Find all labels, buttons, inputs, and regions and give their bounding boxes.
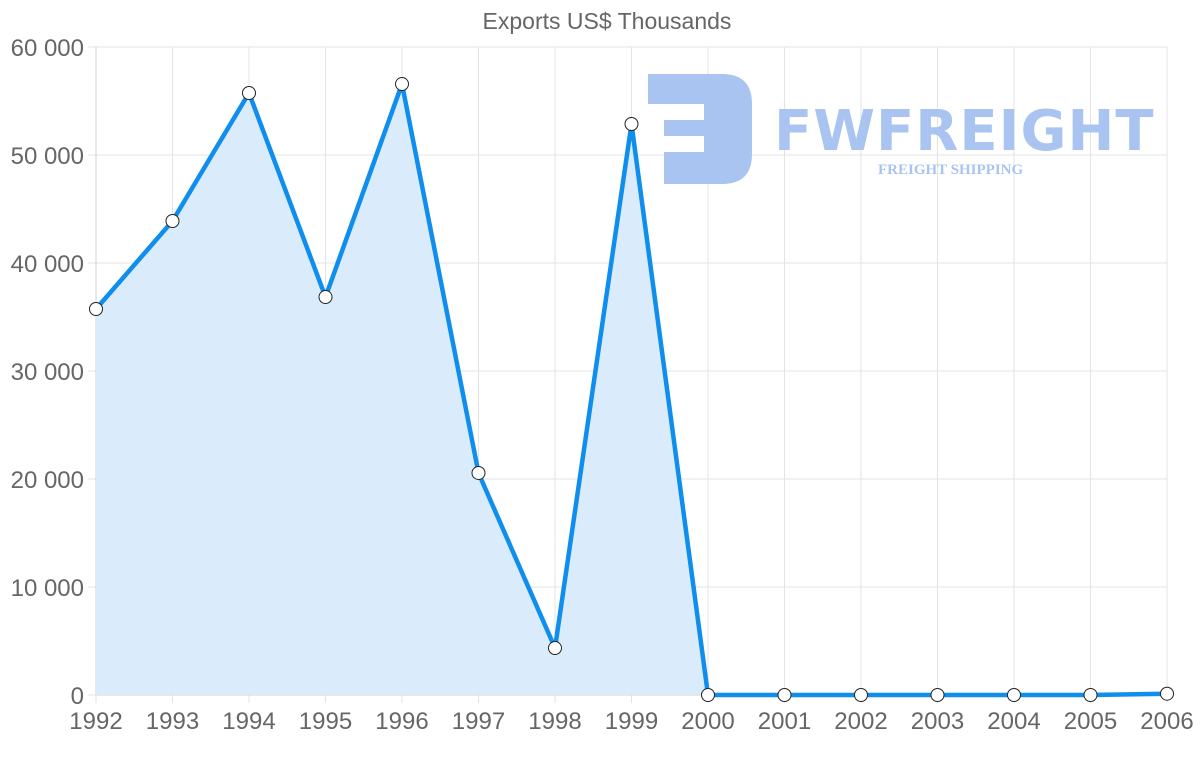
y-tick-label: 60 000 xyxy=(11,35,84,62)
x-tick-label: 1994 xyxy=(222,708,275,735)
data-point-1997[interactable] xyxy=(471,465,486,480)
data-point-2003[interactable] xyxy=(930,688,945,702)
y-tick-label: 40 000 xyxy=(11,251,84,278)
watermark-brand: FWFREIGHT xyxy=(774,99,1155,164)
data-point-2006[interactable] xyxy=(1160,686,1174,701)
y-tick-label: 20 000 xyxy=(11,467,84,494)
watermark-tagline: FREIGHT SHIPPING xyxy=(878,162,1023,178)
data-point-2001[interactable] xyxy=(777,688,792,702)
y-tick-label: 0 xyxy=(71,683,84,710)
data-points xyxy=(89,77,1174,702)
data-point-1992[interactable] xyxy=(89,302,103,317)
chart-title: Exports US$ Thousands xyxy=(482,8,732,34)
x-tick-label: 1999 xyxy=(605,708,658,735)
data-point-2002[interactable] xyxy=(854,688,868,702)
data-point-1995[interactable] xyxy=(318,290,333,305)
data-point-1999[interactable] xyxy=(624,117,639,132)
watermark-logo-icon xyxy=(648,74,752,184)
x-tick-label: 2001 xyxy=(758,708,811,735)
x-tick-label: 1998 xyxy=(528,708,581,735)
data-point-1996[interactable] xyxy=(395,77,409,92)
data-point-1993[interactable] xyxy=(165,213,180,228)
x-tick-label: 1995 xyxy=(299,708,352,735)
data-point-1998[interactable] xyxy=(548,641,562,656)
x-tick-label: 2003 xyxy=(911,708,964,735)
series-area-fill xyxy=(96,84,1167,695)
data-point-2005[interactable] xyxy=(1083,688,1098,702)
x-tick-label: 1993 xyxy=(146,708,199,735)
x-tick-label: 2005 xyxy=(1064,708,1117,735)
y-tick-label: 50 000 xyxy=(11,143,84,170)
x-axis: 1992 1993 1994 1995 1996 1997 1998 1999 2000 2001… xyxy=(69,708,1193,735)
data-point-1994[interactable] xyxy=(242,86,256,101)
x-tick-label: 2006 xyxy=(1140,708,1193,735)
y-tick-label: 10 000 xyxy=(11,575,84,602)
data-point-2004[interactable] xyxy=(1007,688,1021,702)
x-tick-label: 2002 xyxy=(834,708,887,735)
data-point-2000[interactable] xyxy=(701,688,715,702)
y-axis: 0 10 000 20 000 30 000 40 000 50 000 60 000 xyxy=(11,35,84,710)
x-tick-label: 1996 xyxy=(375,708,428,735)
y-tick-label: 30 000 xyxy=(11,359,84,386)
x-tick-label: 2004 xyxy=(987,708,1040,735)
fwfreight-watermark: FWFREIGHT FREIGHT SHIPPING xyxy=(648,74,1155,184)
x-tick-label: 2000 xyxy=(681,708,734,735)
x-tick-label: 1997 xyxy=(452,708,505,735)
x-tick-label: 1992 xyxy=(69,708,122,735)
